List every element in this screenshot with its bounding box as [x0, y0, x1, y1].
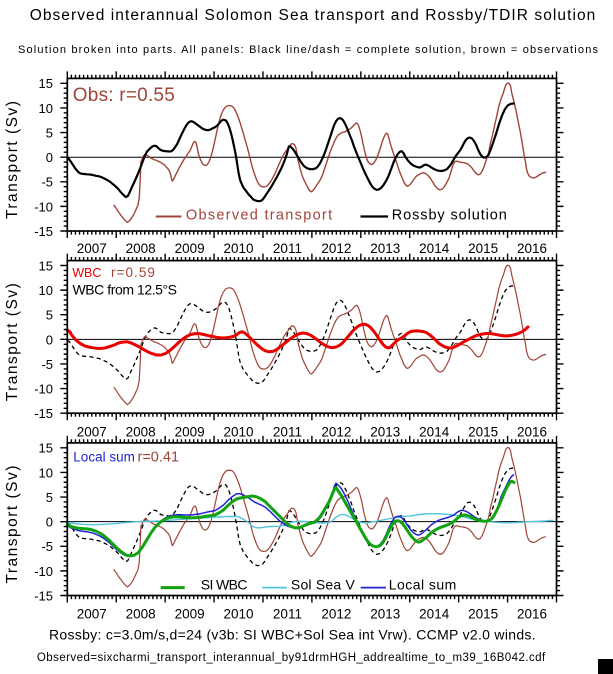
svg-text:2008: 2008: [126, 241, 156, 256]
svg-text:Rossby solution: Rossby solution: [392, 208, 507, 224]
svg-text:2012: 2012: [321, 424, 351, 439]
svg-text:0: 0: [46, 150, 53, 165]
svg-text:-5: -5: [41, 357, 53, 372]
svg-text:-15: -15: [34, 406, 53, 421]
svg-text:2009: 2009: [175, 607, 205, 622]
svg-text:-10: -10: [34, 199, 53, 214]
svg-text:-10: -10: [34, 381, 53, 396]
svg-text:2008: 2008: [126, 424, 156, 439]
svg-text:Observed interannual Solomon S: Observed interannual Solomon Sea transpo…: [30, 7, 596, 24]
svg-text:SI WBC: SI WBC: [201, 577, 248, 593]
svg-text:Transport (Sv): Transport (Sv): [4, 101, 21, 219]
svg-text:2016: 2016: [517, 607, 547, 622]
svg-text:2010: 2010: [223, 607, 253, 622]
svg-text:WBC: WBC: [72, 266, 101, 280]
svg-text:2007: 2007: [77, 424, 107, 439]
svg-text:2015: 2015: [468, 241, 498, 256]
svg-text:5: 5: [46, 125, 53, 140]
svg-text:2016: 2016: [517, 424, 547, 439]
svg-text:2014: 2014: [419, 424, 450, 439]
svg-text:Sol Sea V: Sol Sea V: [291, 577, 356, 593]
svg-text:2015: 2015: [468, 424, 498, 439]
svg-text:Solution broken into parts. Al: Solution broken into parts. All panels: …: [18, 44, 598, 56]
svg-text:2012: 2012: [321, 241, 351, 256]
svg-text:-15: -15: [34, 588, 53, 603]
svg-text:2011: 2011: [273, 607, 302, 622]
svg-text:2014: 2014: [419, 607, 450, 622]
svg-text:2015: 2015: [468, 607, 498, 622]
svg-text:15: 15: [39, 76, 53, 91]
svg-text:Obs: r=0.55: Obs: r=0.55: [73, 85, 175, 106]
svg-text:2008: 2008: [126, 607, 156, 622]
svg-text:5: 5: [46, 490, 53, 505]
svg-text:-5: -5: [41, 539, 53, 554]
svg-text:10: 10: [39, 465, 53, 480]
svg-text:2010: 2010: [223, 241, 253, 256]
svg-text:Local sum: Local sum: [389, 577, 457, 593]
svg-text:-15: -15: [34, 224, 53, 239]
svg-text:2009: 2009: [175, 241, 205, 256]
svg-text:WBC from 12.5°S: WBC from 12.5°S: [73, 282, 178, 298]
svg-text:2010: 2010: [223, 424, 253, 439]
svg-text:2011: 2011: [273, 424, 302, 439]
svg-text:2013: 2013: [370, 241, 400, 256]
svg-text:2016: 2016: [517, 241, 547, 256]
svg-text:5: 5: [46, 308, 53, 323]
svg-text:-5: -5: [41, 175, 53, 190]
svg-text:2013: 2013: [370, 424, 400, 439]
svg-text:Rossby: c=3.0m/s,d=24 (v3b: SI: Rossby: c=3.0m/s,d=24 (v3b: SI WBC+Sol S…: [49, 627, 536, 643]
svg-text:r=0.41: r=0.41: [138, 450, 180, 466]
svg-text:10: 10: [39, 283, 53, 298]
svg-text:r=0.59: r=0.59: [111, 265, 155, 280]
svg-text:0: 0: [46, 515, 53, 530]
svg-text:2007: 2007: [77, 241, 107, 256]
svg-text:Transport (Sv): Transport (Sv): [4, 466, 21, 584]
svg-text:2009: 2009: [175, 424, 205, 439]
svg-text:-10: -10: [34, 564, 53, 579]
svg-text:Local sum: Local sum: [73, 450, 135, 465]
svg-text:15: 15: [39, 258, 53, 273]
svg-text:Transport (Sv): Transport (Sv): [4, 283, 21, 401]
svg-text:2011: 2011: [273, 241, 302, 256]
svg-text:0: 0: [46, 332, 53, 347]
svg-text:2007: 2007: [77, 607, 107, 622]
svg-text:Observed=sixcharmi_transport_i: Observed=sixcharmi_transport_interannual…: [37, 652, 546, 664]
svg-text:Observed transport: Observed transport: [186, 208, 332, 224]
svg-text:2012: 2012: [321, 607, 351, 622]
svg-text:2014: 2014: [419, 241, 450, 256]
svg-text:2013: 2013: [370, 607, 400, 622]
svg-text:10: 10: [39, 101, 53, 116]
svg-text:15: 15: [39, 441, 53, 456]
